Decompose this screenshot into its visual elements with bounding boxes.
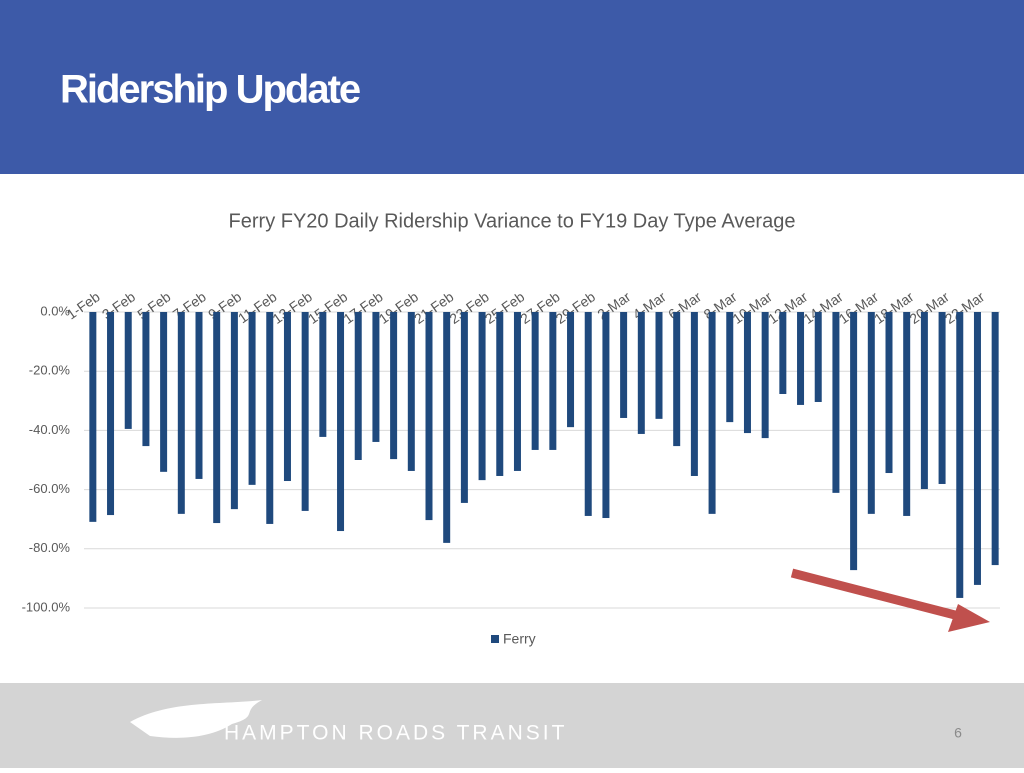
y-tick-label: 0.0%: [40, 303, 70, 318]
annotation-arrow: [790, 568, 957, 620]
bar: [743, 312, 751, 434]
bar: [567, 312, 575, 428]
arrow-head: [948, 604, 990, 632]
bar: [407, 312, 415, 471]
bar: [761, 312, 769, 439]
bar: [832, 312, 840, 493]
brand-name: HAMPTON ROADS TRANSIT: [224, 722, 567, 745]
bar: [460, 312, 468, 503]
bar: [337, 312, 345, 532]
slide-title: Ridership Update: [60, 68, 360, 112]
bar: [142, 312, 150, 447]
bar: [814, 312, 822, 402]
y-tick-label: -40.0%: [29, 422, 71, 437]
bar: [708, 312, 716, 514]
x-tick-label: 6-Mar: [665, 288, 704, 322]
bar: [620, 312, 628, 418]
bar: [266, 312, 274, 524]
bar: [531, 312, 539, 450]
x-tick-label: 5-Feb: [134, 288, 173, 322]
y-tick-label: -20.0%: [29, 363, 71, 378]
bar: [319, 312, 327, 437]
bar: [885, 312, 893, 474]
legend-swatch: [491, 635, 499, 643]
x-tick-label: 2-Mar: [594, 288, 633, 322]
bar: [301, 312, 309, 511]
bar: [991, 312, 999, 566]
bar: [496, 312, 504, 476]
bar: [478, 312, 486, 481]
bar: [584, 312, 592, 516]
bar: [89, 312, 97, 522]
x-tick-label: 3-Feb: [99, 288, 138, 322]
bar: [973, 312, 981, 585]
y-tick-label: -100.0%: [22, 599, 71, 614]
bar: [938, 312, 946, 484]
x-tick-label: 1-Feb: [64, 288, 103, 322]
bar: [513, 312, 521, 471]
chart-title: Ferry FY20 Daily Ridership Variance to F…: [229, 210, 796, 232]
bar: [655, 312, 663, 419]
y-tick-label: -80.0%: [29, 540, 71, 555]
bar: [850, 312, 858, 571]
page-number: 6: [954, 725, 962, 741]
bar: [797, 312, 805, 405]
bar: [726, 312, 734, 423]
legend-label: Ferry: [503, 631, 536, 647]
x-tick-label: 7-Feb: [170, 288, 209, 322]
bar: [283, 312, 291, 482]
bar: [390, 312, 398, 460]
header-band: [0, 0, 1024, 174]
bar: [637, 312, 645, 434]
bar: [779, 312, 787, 394]
bar: [177, 312, 185, 514]
bar: [549, 312, 557, 450]
bar: [160, 312, 168, 472]
bar: [956, 312, 964, 598]
bar: [230, 312, 238, 510]
x-tick-label: 4-Mar: [630, 288, 669, 322]
bar: [372, 312, 380, 442]
bar: [107, 312, 115, 516]
bar: [903, 312, 911, 516]
bar: [248, 312, 256, 485]
bar: [920, 312, 928, 490]
bar: [425, 312, 433, 521]
bar: [213, 312, 221, 524]
bar: [602, 312, 610, 519]
bar: [673, 312, 681, 447]
brand-logo: [130, 700, 262, 738]
y-tick-label: -60.0%: [29, 481, 71, 496]
bar: [354, 312, 362, 460]
bar: [124, 312, 132, 429]
bar: [195, 312, 203, 479]
bar: [690, 312, 698, 476]
bar: [867, 312, 875, 514]
bar: [443, 312, 451, 543]
